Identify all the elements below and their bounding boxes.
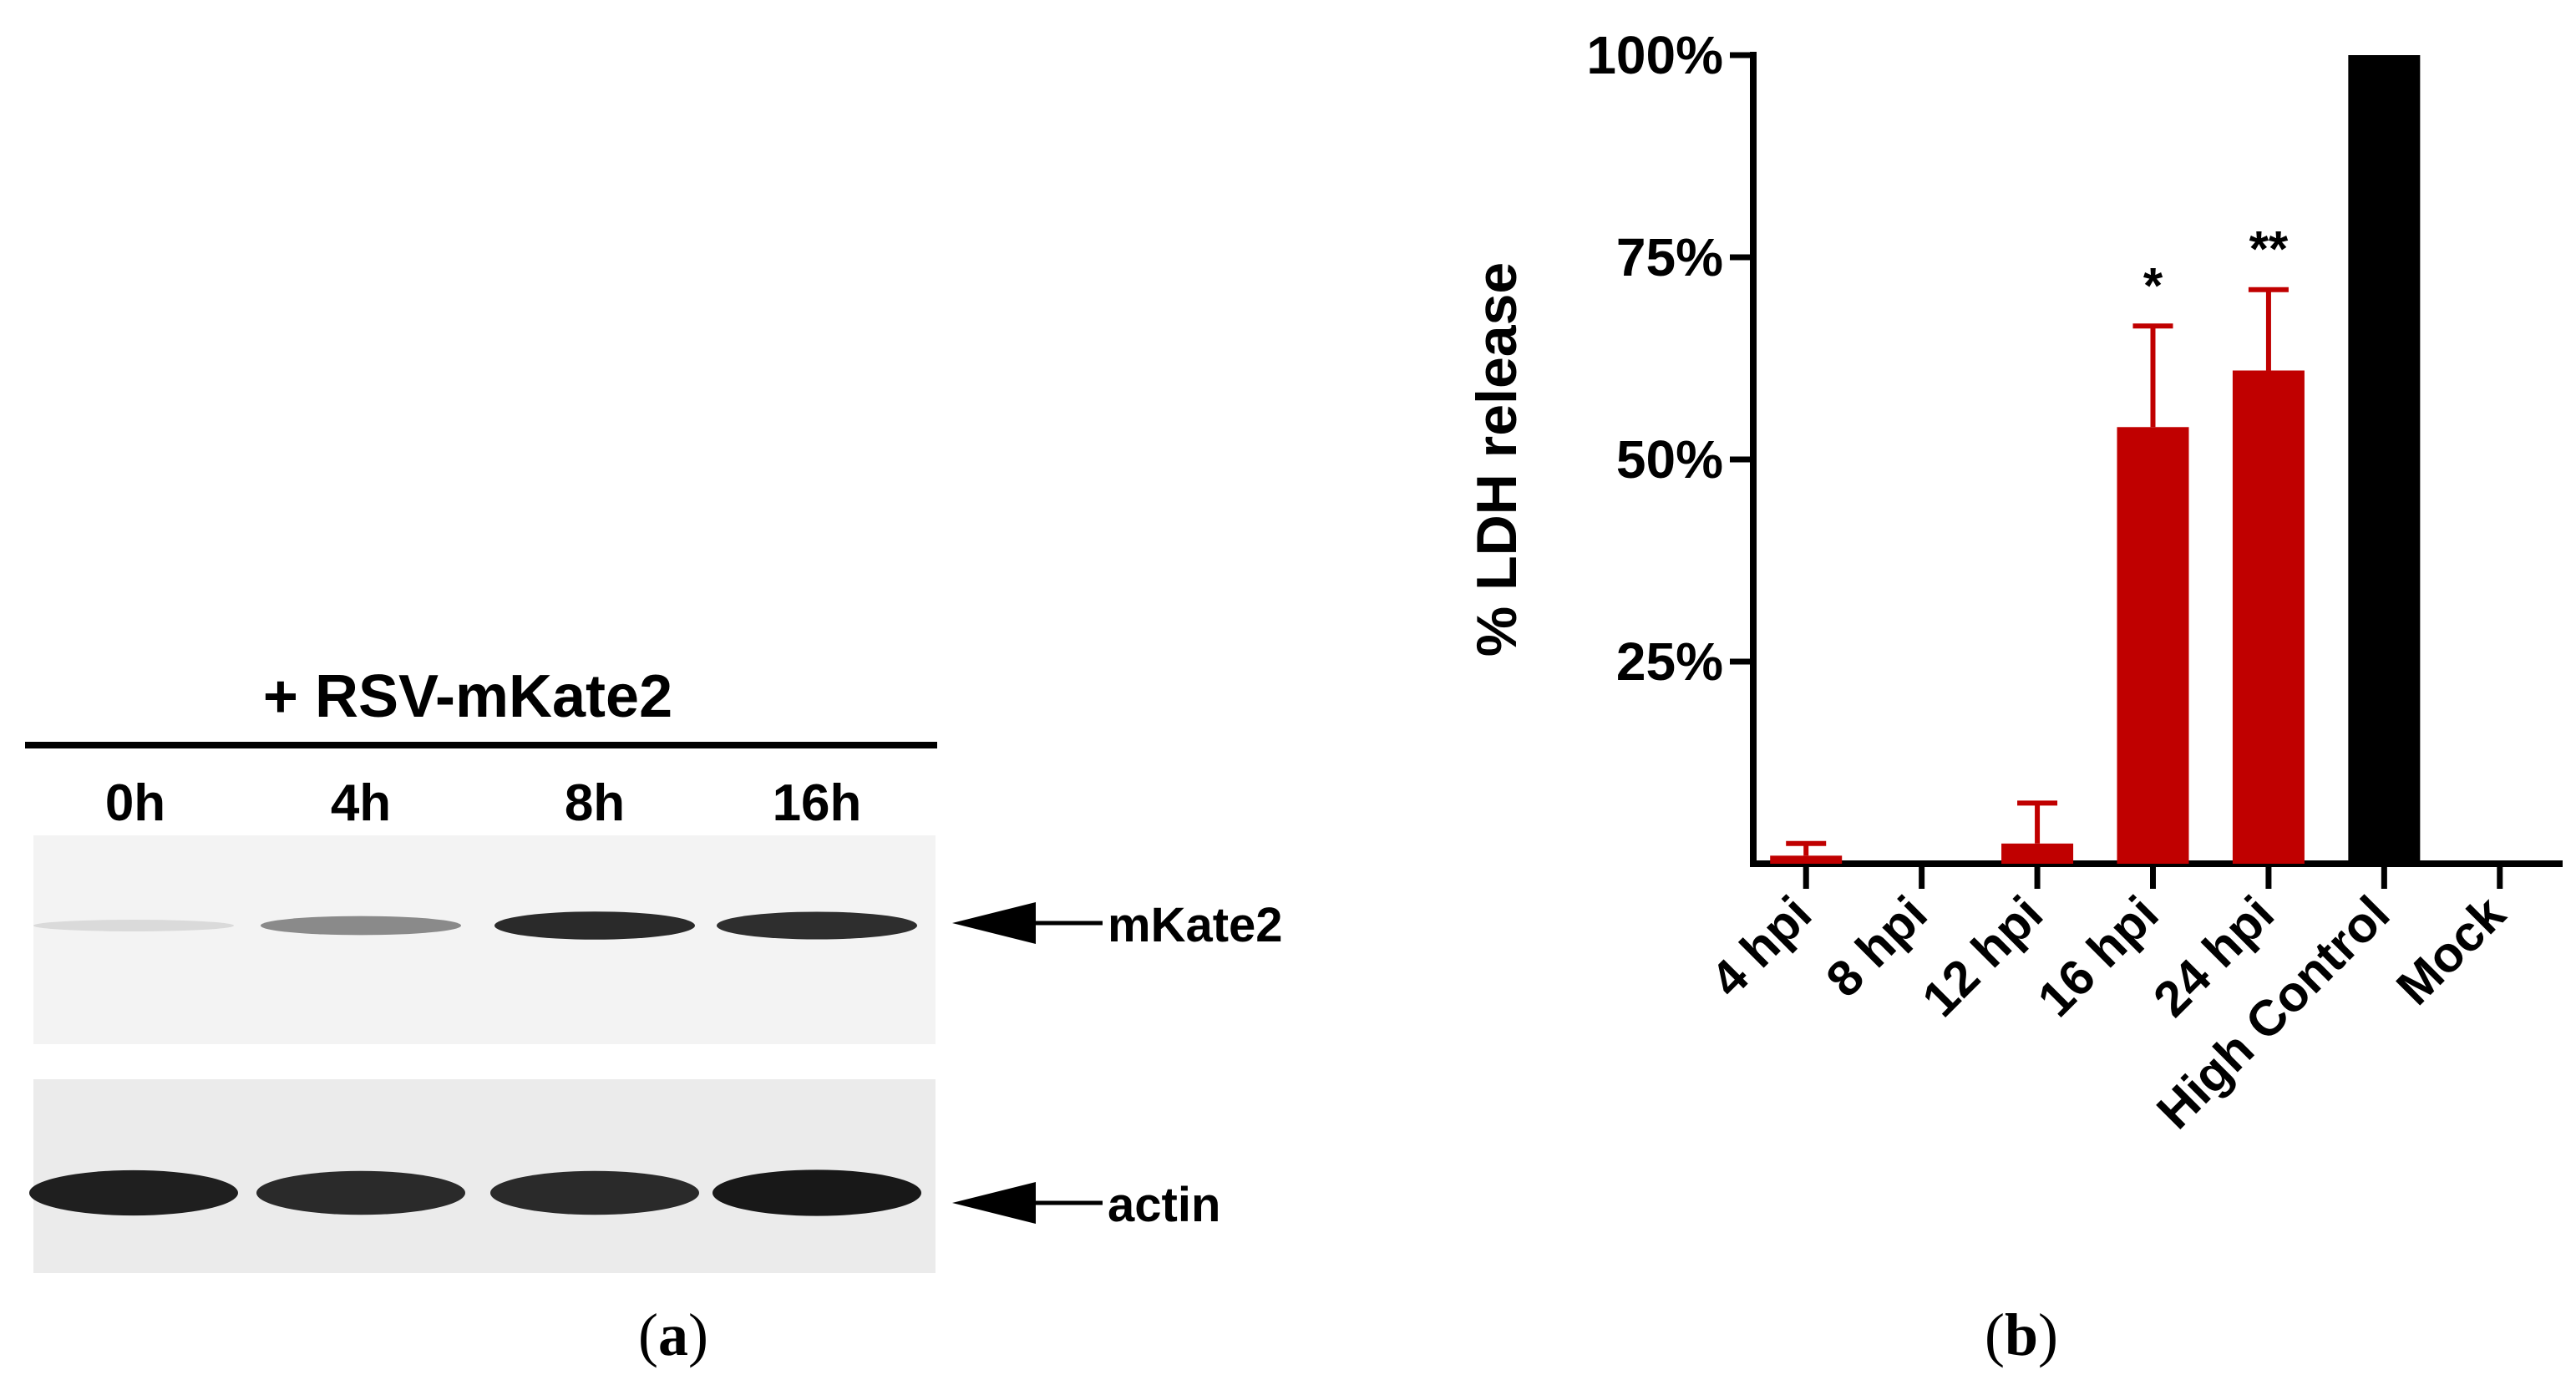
y-tick-label: 75% bbox=[1616, 227, 1723, 287]
lane-label: 4h bbox=[331, 774, 391, 832]
x-tick-label: 16 hpi bbox=[2027, 885, 2169, 1027]
y-axis-label: % LDH release bbox=[1465, 262, 1529, 657]
actin-band bbox=[256, 1170, 465, 1215]
significance-marker: ** bbox=[2249, 221, 2289, 277]
bar bbox=[2232, 370, 2305, 864]
x-tick-label: 4 hpi bbox=[1700, 885, 1822, 1007]
mkate2-band bbox=[261, 916, 461, 936]
mkate2-band bbox=[494, 911, 695, 940]
panel-b-label: (b) bbox=[1985, 1301, 2058, 1368]
y-tick-label: 100% bbox=[1586, 25, 1723, 85]
actin-bands bbox=[29, 1169, 921, 1216]
y-tick-label: 25% bbox=[1616, 632, 1723, 692]
x-tick-label: 12 hpi bbox=[1911, 885, 2053, 1027]
lane-label: 16h bbox=[773, 774, 862, 832]
actin-arrow bbox=[952, 1182, 1103, 1224]
significance-marker: * bbox=[2143, 257, 2163, 313]
lane-labels: 0h 4h 8h 16h bbox=[105, 774, 862, 832]
x-tick-label: Mock bbox=[2386, 885, 2516, 1015]
bar bbox=[2348, 55, 2421, 864]
actin-band bbox=[29, 1169, 238, 1216]
mkate2-arrow bbox=[952, 902, 1103, 944]
mkate2-band bbox=[717, 911, 917, 940]
y-ticks: 25% 50% 75% 100% bbox=[1586, 25, 1753, 692]
mkate2-blot bbox=[33, 835, 936, 1044]
lane-label: 0h bbox=[105, 774, 165, 832]
y-tick-label: 50% bbox=[1616, 429, 1723, 490]
panel-a-label: (a) bbox=[638, 1301, 708, 1368]
actin-band bbox=[490, 1170, 699, 1215]
panel-a: + RSV-mKate2 0h 4h 8h 16h mKate2 actin (… bbox=[25, 663, 1283, 1368]
mkate2-band bbox=[33, 920, 234, 931]
actin-band bbox=[712, 1169, 921, 1216]
bars: *** bbox=[1770, 55, 2421, 864]
bar bbox=[1770, 855, 1843, 864]
bar bbox=[2001, 843, 2074, 864]
mkate2-bands bbox=[33, 911, 917, 940]
actin-band-label: actin bbox=[1108, 1178, 1220, 1232]
mkate2-band-label: mKate2 bbox=[1108, 898, 1283, 952]
blot-header: + RSV-mKate2 bbox=[263, 663, 672, 730]
lane-label: 8h bbox=[565, 774, 625, 832]
bar bbox=[2117, 427, 2189, 864]
